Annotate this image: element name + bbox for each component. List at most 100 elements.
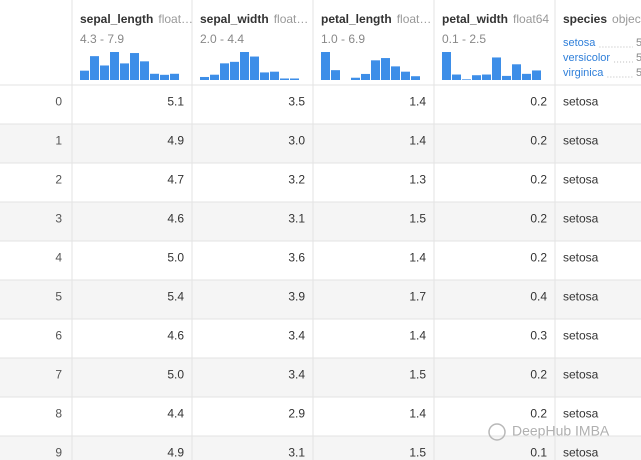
- cell-value: 0.4: [530, 290, 547, 304]
- column-range: 2.0 - 4.4: [200, 32, 244, 46]
- cell-value: 0.2: [530, 251, 547, 265]
- cell-value: setosa: [563, 329, 599, 343]
- cell-value: setosa: [563, 173, 599, 187]
- histogram-bar: [290, 78, 299, 80]
- category-count: 50: [636, 67, 641, 79]
- row-index: 6: [55, 329, 62, 343]
- cell-value: 1.4: [409, 134, 426, 148]
- histogram-bar: [110, 52, 119, 80]
- cell-value: 0.3: [530, 329, 547, 343]
- category-count: 50: [636, 52, 641, 64]
- cell-value: 4.6: [167, 212, 184, 226]
- histogram-bar: [80, 70, 89, 80]
- histogram-bar: [411, 76, 420, 80]
- histogram-bar: [462, 79, 471, 80]
- row-background: [0, 436, 641, 460]
- category-label: virginica: [563, 67, 604, 79]
- column-range: 0.1 - 2.5: [442, 32, 486, 46]
- histogram-bar: [321, 52, 330, 80]
- cell-value: 0.2: [530, 407, 547, 421]
- histogram-bar: [512, 64, 521, 80]
- histogram-bar: [150, 73, 159, 80]
- histogram-bar: [482, 74, 491, 80]
- histogram-bar: [120, 63, 129, 80]
- histogram-bar: [160, 74, 169, 80]
- histogram-bar: [270, 71, 279, 80]
- cell-value: 5.0: [167, 368, 184, 382]
- histogram-bar: [130, 53, 139, 80]
- histogram-bar: [280, 78, 289, 80]
- row-background: [0, 124, 641, 163]
- row-index: 4: [55, 251, 62, 265]
- column-name: petal_width: [442, 12, 508, 26]
- cell-value: 3.6: [288, 251, 305, 265]
- row-index: 8: [55, 407, 62, 421]
- column-dtype: float…: [397, 12, 432, 26]
- cell-value: setosa: [563, 212, 599, 226]
- histogram-bar: [220, 63, 229, 80]
- histogram-bar: [250, 56, 259, 80]
- column-name: sepal_length: [80, 12, 153, 26]
- cell-value: 4.4: [167, 407, 184, 421]
- histogram-bar: [381, 58, 390, 80]
- histogram-bar: [492, 57, 501, 80]
- cell-value: 4.7: [167, 173, 184, 187]
- cell-value: 0.1: [530, 446, 547, 460]
- histogram-bar: [522, 73, 531, 80]
- column-dtype: float…: [274, 12, 309, 26]
- cell-value: 0.2: [530, 134, 547, 148]
- histogram-bar: [442, 52, 451, 80]
- histogram-bar: [472, 75, 481, 80]
- cell-value: 1.4: [409, 407, 426, 421]
- cell-value: 1.3: [409, 173, 426, 187]
- histogram-bar: [401, 71, 410, 80]
- cell-value: setosa: [563, 368, 599, 382]
- histogram-bar: [260, 72, 269, 80]
- cell-value: 3.0: [288, 134, 305, 148]
- column-name: sepal_width: [200, 12, 269, 26]
- cell-value: 3.4: [288, 368, 305, 382]
- category-label: setosa: [563, 37, 596, 49]
- cell-value: 3.9: [288, 290, 305, 304]
- row-background: [0, 358, 641, 397]
- histogram-bar: [140, 61, 149, 80]
- row-background: [0, 280, 641, 319]
- cell-value: 0.2: [530, 173, 547, 187]
- histogram-bar: [100, 65, 109, 80]
- cell-value: 1.4: [409, 251, 426, 265]
- histogram-bar: [240, 52, 249, 80]
- cell-value: setosa: [563, 134, 599, 148]
- cell-value: 4.6: [167, 329, 184, 343]
- row-index: 1: [55, 134, 62, 148]
- cell-value: 5.0: [167, 251, 184, 265]
- column-name: petal_length: [321, 12, 392, 26]
- column-name: species: [563, 12, 607, 26]
- cell-value: 2.9: [288, 407, 305, 421]
- row-index: 3: [55, 212, 62, 226]
- watermark-icon: [488, 423, 506, 441]
- histogram-bar: [361, 73, 370, 80]
- cell-value: 4.9: [167, 446, 184, 460]
- column-range: 1.0 - 6.9: [321, 32, 365, 46]
- cell-value: setosa: [563, 407, 599, 421]
- histogram-bar: [331, 70, 340, 80]
- histogram-bar: [170, 73, 179, 80]
- column-dtype: float…: [158, 12, 193, 26]
- cell-value: 0.2: [530, 95, 547, 109]
- cell-value: 3.4: [288, 329, 305, 343]
- cell-value: 1.5: [409, 446, 426, 460]
- column-dtype: float64: [513, 12, 549, 26]
- histogram-bar: [200, 76, 209, 80]
- category-count: 50: [636, 37, 641, 49]
- histogram-bar: [210, 74, 219, 80]
- cell-value: setosa: [563, 251, 599, 265]
- row-index: 9: [55, 446, 62, 460]
- cell-value: 1.5: [409, 212, 426, 226]
- row-index: 0: [55, 95, 62, 109]
- cell-value: 4.9: [167, 134, 184, 148]
- histogram-bar: [502, 75, 511, 80]
- histogram-bar: [371, 60, 380, 80]
- cell-value: 5.1: [167, 95, 184, 109]
